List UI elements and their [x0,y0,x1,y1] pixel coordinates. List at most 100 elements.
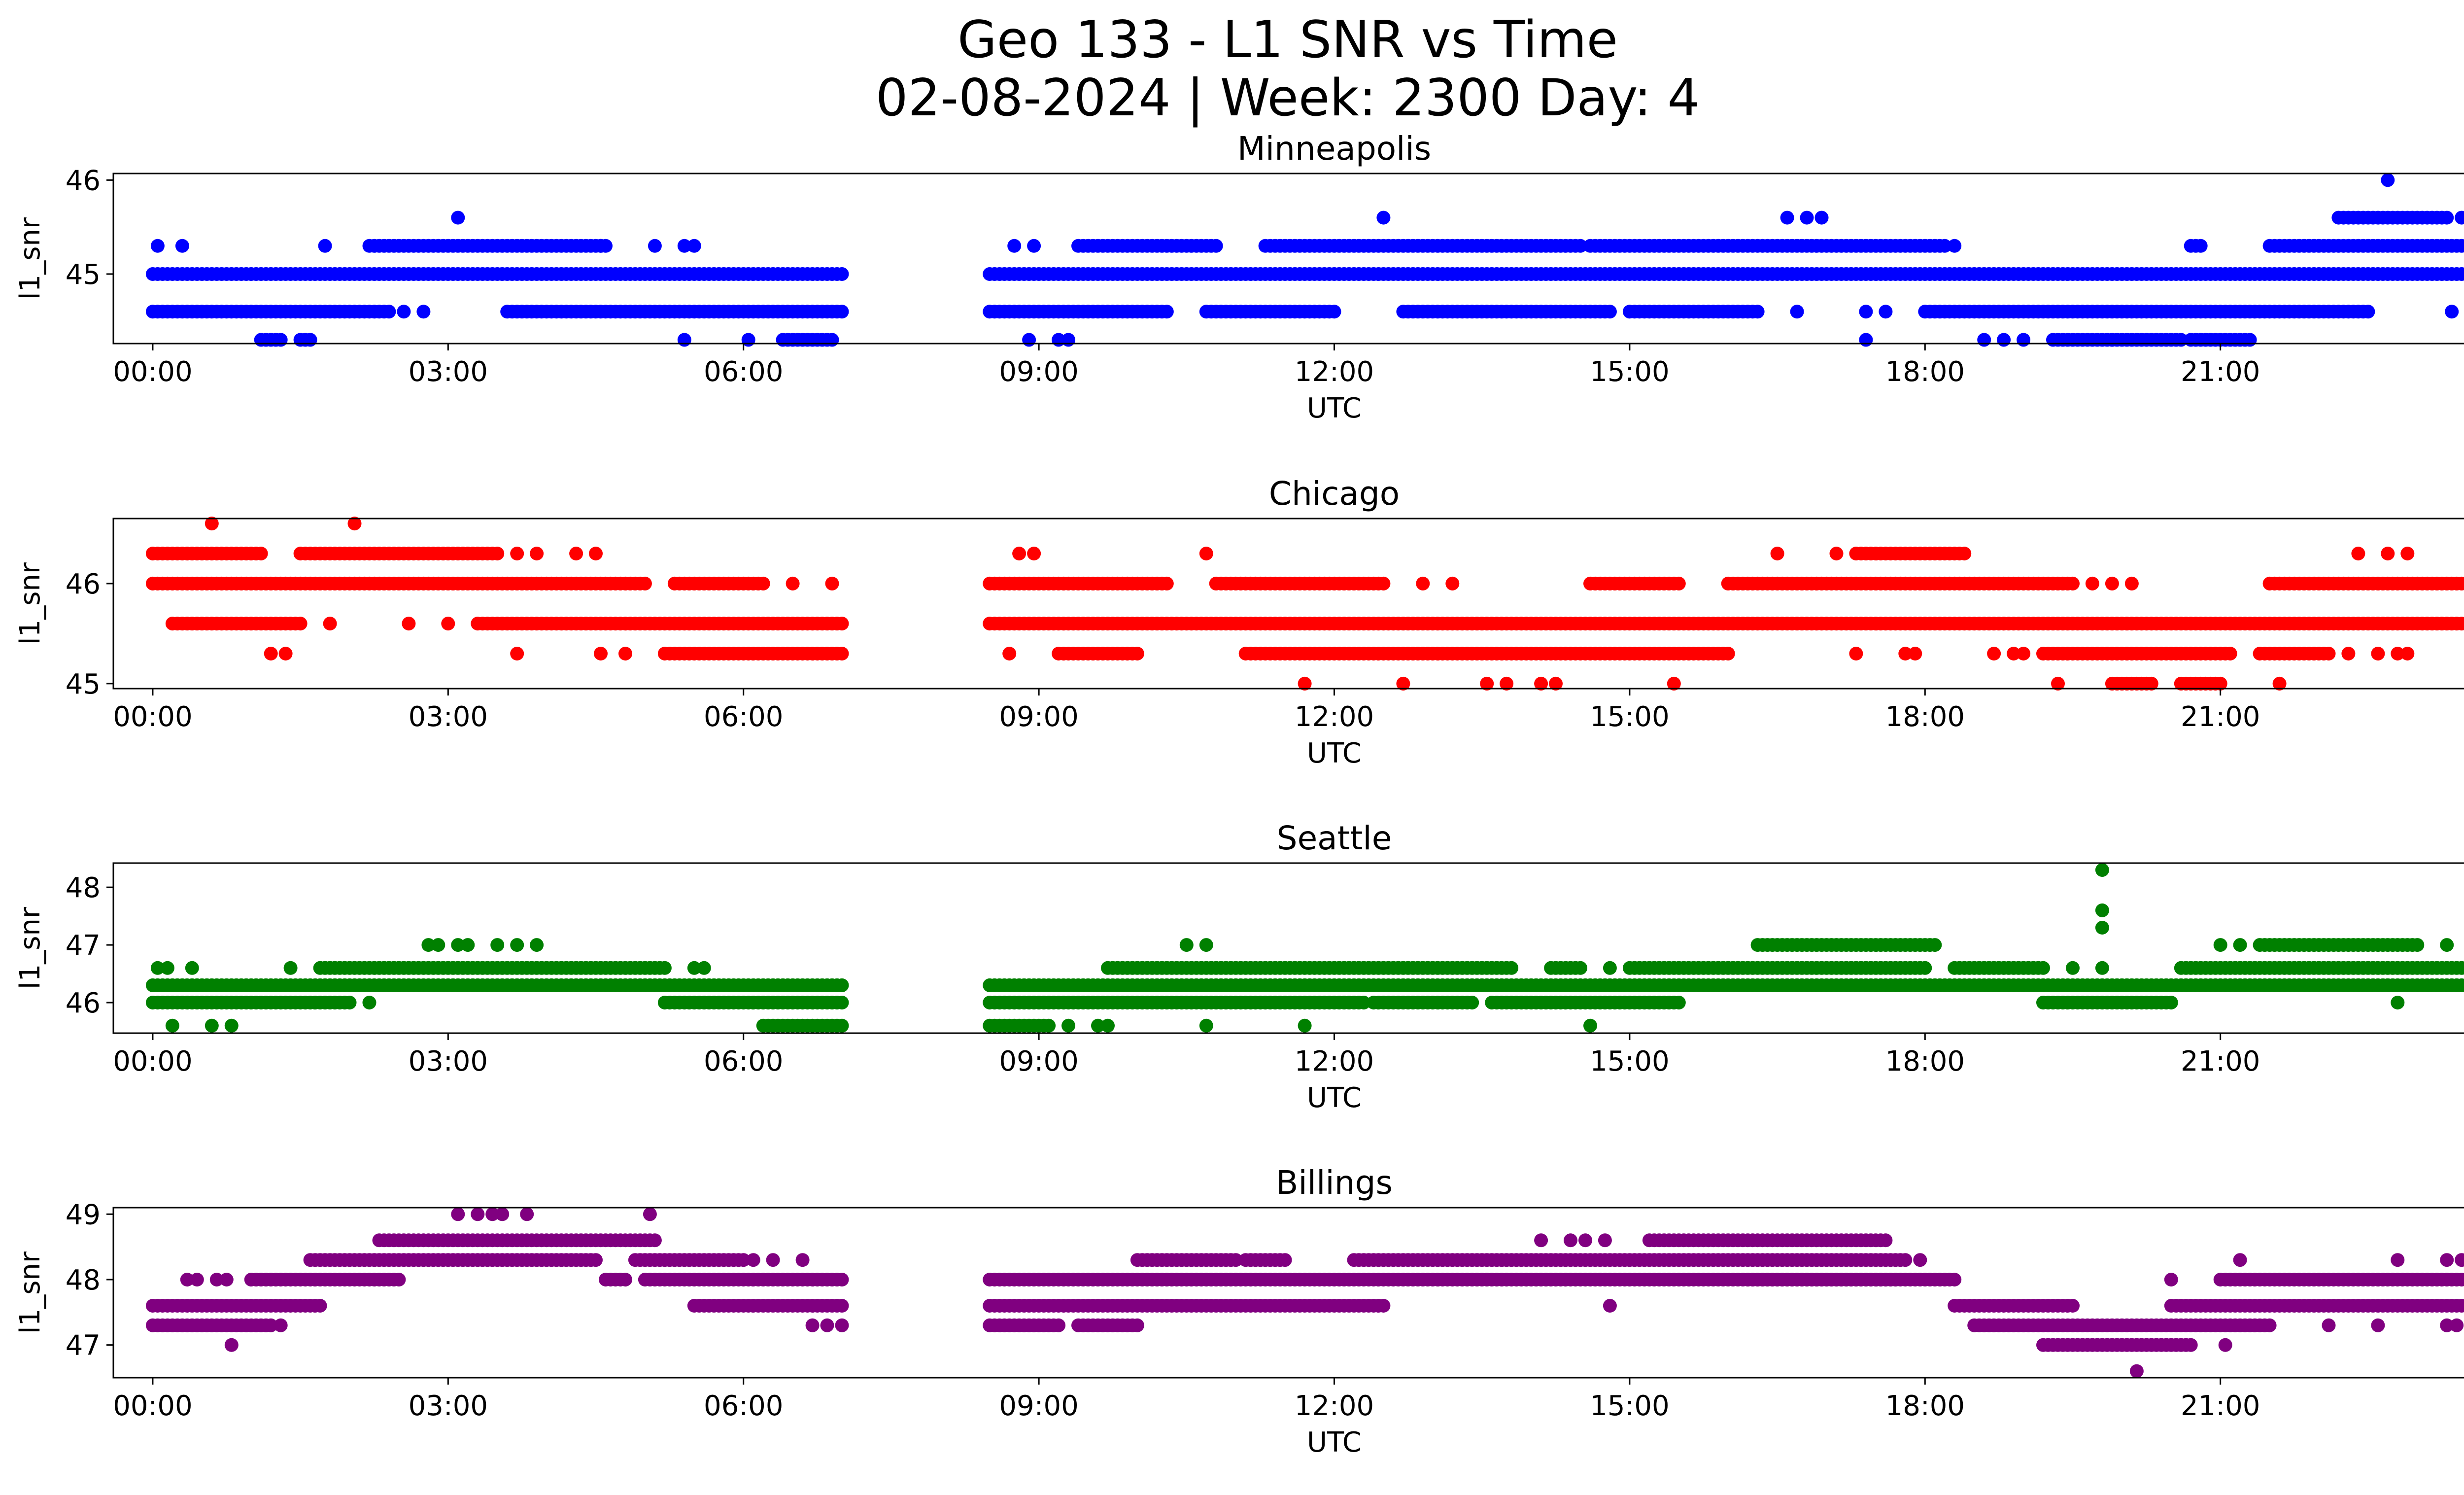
data-point [1500,676,1514,691]
data-point [1534,676,1548,691]
data-point [2144,676,2158,691]
data-point [2381,173,2395,187]
y-axis-label: l1_snr [14,906,46,989]
data-point [205,1018,219,1033]
data-point [274,1318,288,1332]
data-point [1879,305,1893,319]
data-point [1007,239,1022,253]
data-point [1977,333,1991,347]
x-tick-label: 18:00 [1885,1390,1965,1422]
data-point [820,1318,834,1332]
data-point [150,961,165,975]
data-point [2400,547,2415,560]
data-point [293,617,308,631]
data-point [2371,1318,2385,1332]
data-point [2322,1318,2336,1332]
data-point [835,617,849,631]
data-point [2213,676,2227,691]
x-tick-label: 00:00 [113,1390,192,1422]
data-point [1376,210,1391,225]
y-tick-label: 48 [66,872,101,904]
subplot-title: Seattle [1277,819,1392,857]
x-tick-label: 15:00 [1590,1390,1669,1422]
data-point [1002,647,1017,661]
data-point [1061,333,1075,347]
data-point [1908,647,1922,661]
data-point [2223,647,2237,661]
data-point [1209,239,1223,253]
data-point [441,617,455,631]
data-point [1574,239,1587,253]
data-point [1948,239,1962,253]
data-point [1987,647,2001,661]
data-point [2262,1318,2277,1332]
y-tick-label: 47 [66,1330,101,1362]
data-point [2381,978,2395,992]
x-axis-label: UTC [1307,392,1362,424]
x-tick-label: 12:00 [1295,1390,1374,1422]
x-tick-label: 18:00 [1885,356,1965,388]
data-point [1179,938,1194,952]
data-point [1603,305,1617,319]
x-tick-label: 09:00 [999,1390,1078,1422]
plot-frame [112,1207,2464,1379]
data-point [451,1207,465,1221]
data-point [589,547,603,560]
data-point [397,305,411,319]
data-point [342,996,357,1009]
y-tick-label: 49 [66,1199,101,1231]
data-point [835,996,849,1009]
x-axis-label: UTC [1307,737,1362,769]
data-point [1160,305,1174,319]
data-point [2460,577,2464,590]
x-tick-label: 15:00 [1590,701,1669,733]
figure-title-line-1: Geo 133 - L1 SNR vs Time [957,10,1618,70]
data-point [323,617,337,631]
data-point [1199,547,1213,560]
data-point [283,961,298,975]
data-point [648,239,662,253]
data-point [1814,210,1829,225]
data-point [2017,333,2031,347]
subplot-title: Chicago [1269,475,1400,513]
data-point [835,978,849,992]
x-tick-label: 21:00 [2181,701,2260,733]
data-point [2218,1338,2232,1352]
x-tick-label: 03:00 [409,701,488,733]
data-point [402,617,416,631]
data-point [416,305,431,319]
data-point [618,647,632,661]
data-point [1534,1233,1548,1248]
data-point [1800,210,1814,225]
data-point [1480,676,1494,691]
data-point [1938,239,1952,253]
data-point [2095,863,2109,877]
data-point [2460,961,2464,974]
data-point [431,938,445,952]
data-point [2164,1273,2178,1286]
data-point [1505,961,1519,975]
data-point [2124,576,2139,591]
data-point [1849,647,1863,661]
data-point [278,647,293,661]
data-point [1898,647,1913,661]
data-point [2391,1253,2405,1267]
data-point [1598,1233,1612,1248]
data-point [1091,1018,1105,1033]
x-tick-label: 03:00 [409,1390,488,1422]
data-point [180,1273,194,1286]
data-point [589,1253,603,1267]
data-point [2351,978,2365,992]
data-point [1583,1018,1597,1033]
data-point [2460,268,2464,280]
data-point [175,239,189,253]
data-point [530,938,544,952]
data-point [1790,305,1804,319]
data-point [530,547,544,560]
data-point [1829,547,1844,560]
x-tick-label: 03:00 [409,356,488,388]
data-point [209,1273,224,1286]
data-point [835,647,849,661]
data-point [495,1207,510,1221]
